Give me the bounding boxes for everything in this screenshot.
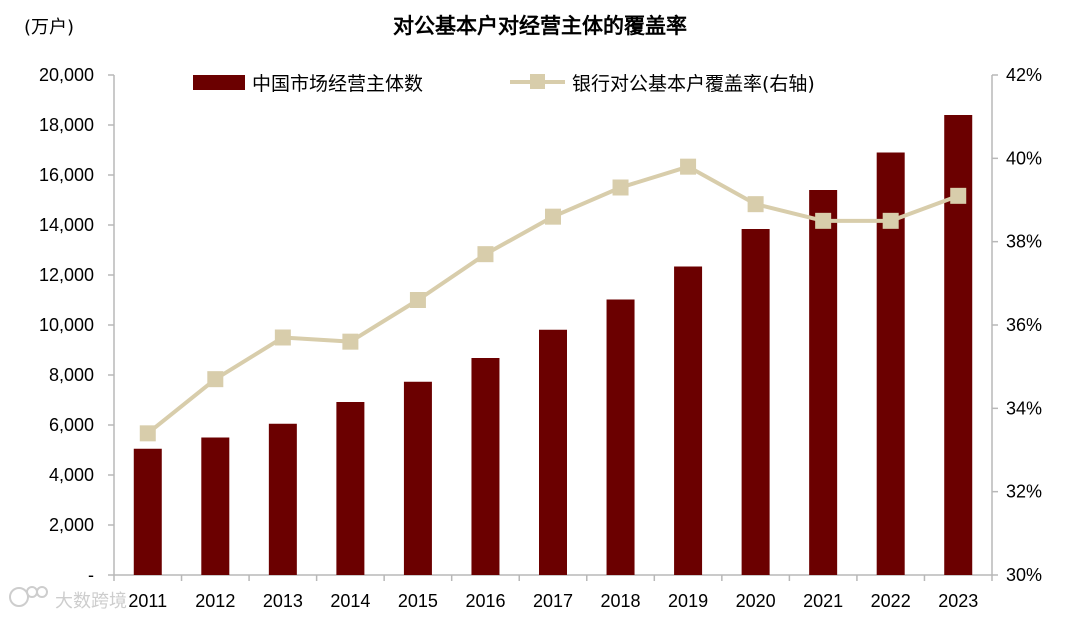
right-tick-label: 38% (1006, 232, 1042, 252)
x-tick-label: 2012 (195, 591, 235, 611)
bar-2020 (741, 229, 770, 575)
bar-2011 (133, 448, 162, 575)
coverage-point-2021 (815, 212, 832, 229)
right-tick-label: 32% (1006, 482, 1042, 502)
x-tick-label: 2014 (330, 591, 370, 611)
watermark-text: 大数跨境 (55, 591, 127, 612)
x-tick-label: 2021 (803, 591, 843, 611)
right-axis-ticks: 30% 32% 34% 36% 38% 40% 42% (992, 65, 1042, 585)
legend: 中国市场经营主体数 银行对公基本户覆盖率(右轴) (193, 73, 815, 95)
coverage-point-2017 (545, 208, 561, 225)
coverage-point-2015 (409, 292, 426, 308)
x-tick-label: 2023 (938, 591, 978, 611)
bar-2023 (944, 115, 973, 575)
bar-2021 (809, 190, 838, 575)
left-tick-label: 16,000 (39, 165, 94, 185)
left-tick-label: 8,000 (49, 365, 94, 385)
bar-2016 (471, 358, 500, 575)
x-axis-ticks: 2011 2012 2013 2014 2015 2016 2017 2018 2019 2020… (113, 575, 993, 611)
legend-bar-swatch (193, 75, 245, 90)
coverage-point-2020 (747, 196, 764, 213)
legend-line-marker (530, 74, 545, 89)
bar-2012 (201, 437, 230, 575)
legend-bar-label: 中国市场经营主体数 (252, 73, 423, 95)
x-tick-label: 2019 (668, 591, 708, 611)
left-tick-label: 10,000 (39, 315, 94, 335)
bar-2014 (336, 402, 365, 575)
x-tick-label: 2018 (601, 591, 641, 611)
left-tick-label: 14,000 (39, 215, 94, 235)
x-tick-label: 2017 (533, 591, 573, 611)
watermark: 大数跨境 (9, 586, 127, 612)
bar-2018 (606, 299, 635, 575)
left-tick-label: 20,000 (39, 65, 94, 85)
coverage-point-2013 (274, 329, 291, 346)
x-tick-label: 2016 (465, 591, 505, 611)
coverage-point-2023 (950, 187, 967, 204)
left-tick-label: - (88, 565, 94, 585)
x-tick-label: 2020 (736, 591, 776, 611)
x-tick-label: 2011 (128, 591, 167, 611)
coverage-point-2014 (342, 333, 359, 350)
right-tick-label: 40% (1006, 148, 1042, 168)
bar-series (133, 115, 973, 575)
right-tick-label: 36% (1006, 315, 1042, 335)
right-tick-label: 34% (1006, 398, 1042, 418)
left-axis-ticks: - 2,000 4,000 6,000 8,000 10,000 12,000 14,000 1… (39, 65, 114, 585)
left-tick-label: 2,000 (49, 515, 94, 535)
bar-2019 (674, 266, 703, 575)
coverage-point-2022 (882, 212, 899, 229)
coverage-point-2016 (477, 246, 494, 263)
coverage-point-2012 (207, 371, 224, 388)
logo-icon (9, 586, 48, 607)
x-tick-label: 2013 (263, 591, 303, 611)
chart-title: 对公基本户对经营主体的覆盖率 (393, 14, 687, 38)
line-series (139, 158, 967, 442)
bar-2015 (403, 381, 432, 575)
right-tick-label: 30% (1006, 565, 1042, 585)
bar-2017 (539, 329, 567, 575)
x-tick-label: 2015 (398, 591, 438, 611)
coverage-point-2018 (612, 179, 629, 196)
x-tick-label: 2022 (871, 591, 911, 611)
coverage-point-2011 (139, 425, 156, 442)
left-tick-label: 12,000 (39, 265, 94, 285)
bar-2013 (268, 423, 297, 575)
left-tick-label: 18,000 (39, 115, 94, 135)
coverage-point-2019 (680, 158, 697, 175)
right-tick-label: 42% (1006, 65, 1042, 85)
legend-line-label: 银行对公基本户覆盖率(右轴) (572, 73, 815, 95)
left-tick-label: 4,000 (49, 465, 94, 485)
left-tick-label: 6,000 (49, 415, 94, 435)
left-axis-unit: (万户) (24, 17, 74, 38)
